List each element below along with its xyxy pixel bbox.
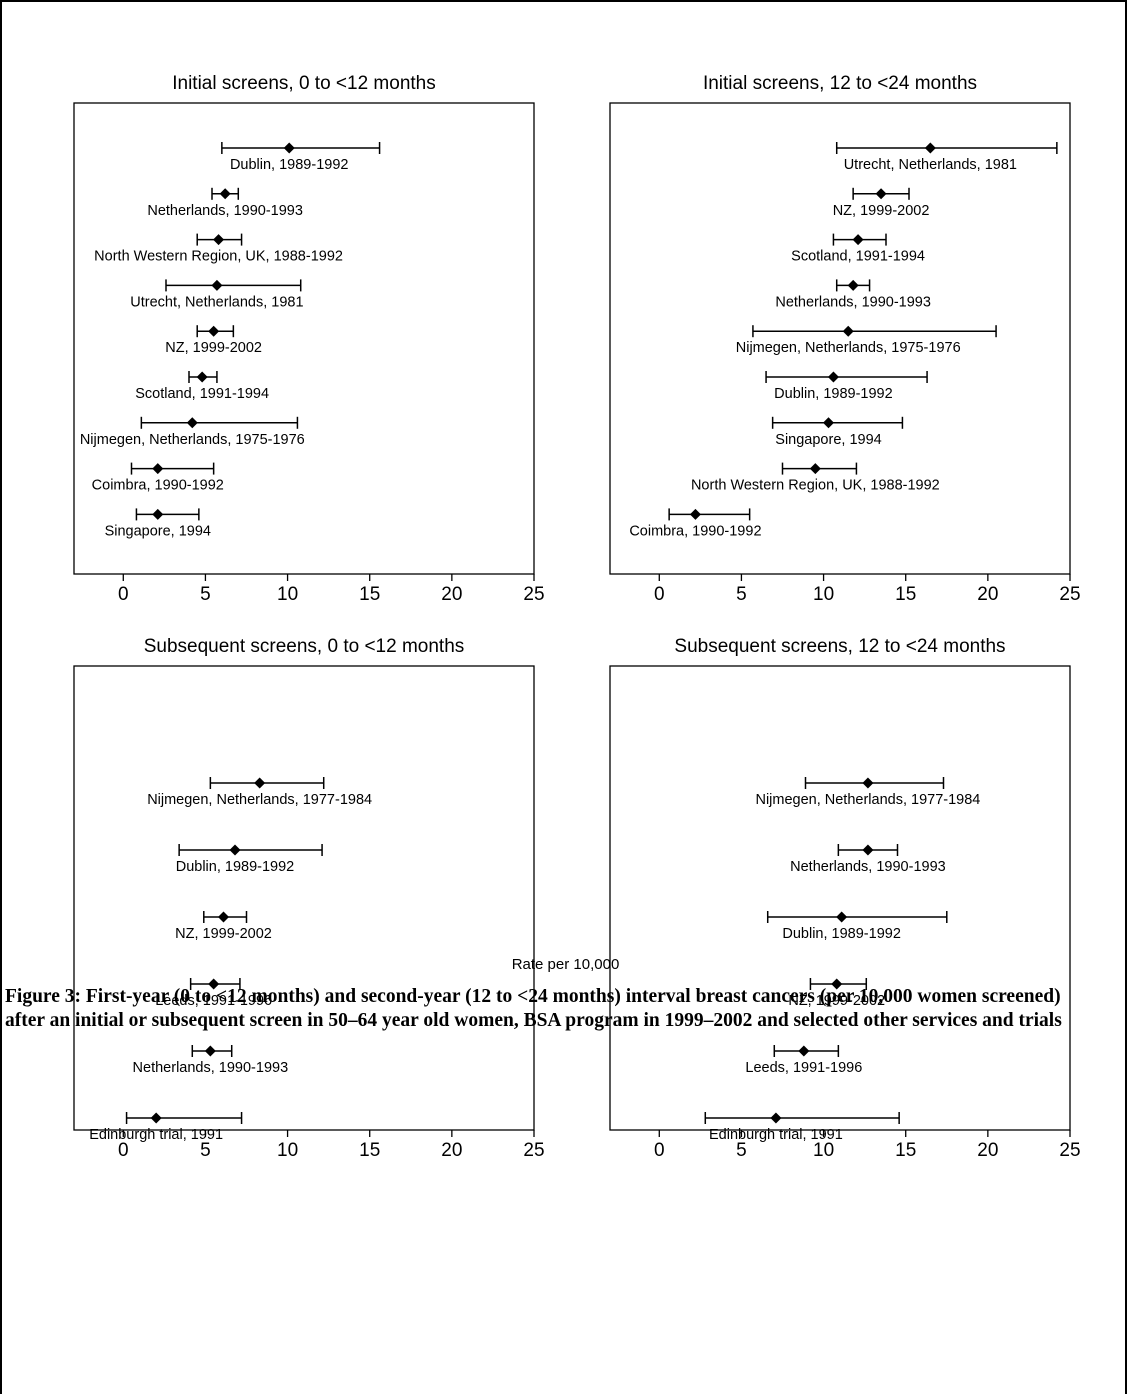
x-tick-label: 25 bbox=[1059, 584, 1080, 605]
point-estimate-marker bbox=[229, 844, 241, 856]
point-label: Nijmegen, Netherlands, 1977-1984 bbox=[755, 792, 980, 808]
point-label: Coimbra, 1990-1992 bbox=[629, 523, 761, 539]
x-axis-label: Rate per 10,000 bbox=[511, 956, 620, 973]
x-tick-label: 10 bbox=[277, 1140, 298, 1161]
point-label: Singapore, 1994 bbox=[775, 432, 881, 448]
point-estimate-marker bbox=[213, 234, 225, 246]
point-estimate-marker bbox=[875, 188, 887, 200]
figure-caption: Figure 3: First-year (0 to <12 months) a… bbox=[5, 986, 1062, 1031]
point-label: Utrecht, Netherlands, 1981 bbox=[844, 157, 1017, 173]
x-tick-label: 20 bbox=[441, 584, 462, 605]
point-estimate-marker bbox=[196, 371, 208, 383]
point-estimate-marker bbox=[218, 911, 229, 923]
x-tick-label: 5 bbox=[200, 584, 211, 605]
x-tick-label: 5 bbox=[200, 1140, 211, 1161]
point-estimate-marker bbox=[689, 508, 701, 520]
x-tick-label: 15 bbox=[359, 1140, 380, 1161]
point-estimate-marker bbox=[836, 911, 848, 923]
point-label: Scotland, 1991-1994 bbox=[791, 249, 925, 265]
point-label: Netherlands, 1990-1993 bbox=[133, 1060, 289, 1076]
point-estimate-marker bbox=[254, 777, 266, 789]
x-tick-label: 5 bbox=[736, 584, 747, 605]
point-label: Utrecht, Netherlands, 1981 bbox=[130, 294, 303, 310]
point-label: NZ, 1999-2002 bbox=[175, 926, 272, 942]
point-estimate-marker bbox=[847, 279, 859, 291]
panel-frame bbox=[609, 665, 1071, 1131]
panel-title: Subsequent screens, 12 to <24 months bbox=[674, 636, 1005, 657]
point-label: Dublin, 1989-1992 bbox=[176, 859, 295, 875]
point-label: NZ, 1999-2002 bbox=[788, 993, 885, 1009]
point-estimate-marker bbox=[852, 234, 864, 246]
point-label: North Western Region, UK, 1988-1992 bbox=[94, 249, 343, 265]
point-estimate-marker bbox=[770, 1112, 782, 1124]
point-label: Nijmegen, Netherlands, 1975-1976 bbox=[80, 432, 305, 448]
panel-title: Initial screens, 0 to <12 months bbox=[172, 73, 436, 94]
point-estimate-marker bbox=[831, 978, 843, 990]
point-label: NZ, 1999-2002 bbox=[165, 340, 262, 356]
panel-frame bbox=[73, 102, 535, 575]
point-label: Edinburgh trial, 1991 bbox=[709, 1127, 843, 1143]
point-label: Singapore, 1994 bbox=[105, 523, 211, 539]
point-estimate-marker bbox=[823, 417, 834, 429]
x-tick-label: 0 bbox=[654, 584, 665, 605]
point-label: NZ, 1999-2002 bbox=[833, 203, 930, 219]
x-tick-label: 5 bbox=[736, 1140, 747, 1161]
x-tick-label: 20 bbox=[977, 584, 998, 605]
point-label: Dublin, 1989-1992 bbox=[230, 157, 349, 173]
x-tick-label: 20 bbox=[441, 1140, 462, 1161]
x-tick-label: 15 bbox=[359, 584, 380, 605]
x-tick-label: 10 bbox=[813, 1140, 834, 1161]
point-estimate-marker bbox=[150, 1112, 162, 1124]
point-label: Netherlands, 1990-1993 bbox=[147, 203, 303, 219]
point-label: Nijmegen, Netherlands, 1977-1984 bbox=[147, 792, 372, 808]
point-estimate-marker bbox=[924, 142, 936, 154]
point-estimate-marker bbox=[152, 508, 164, 520]
x-tick-label: 20 bbox=[977, 1140, 998, 1161]
panel-frame bbox=[73, 665, 535, 1131]
point-estimate-marker bbox=[204, 1045, 216, 1057]
x-tick-label: 10 bbox=[277, 584, 298, 605]
point-estimate-marker bbox=[809, 463, 821, 475]
point-label: Leeds, 1991-1996 bbox=[745, 1060, 862, 1076]
point-label: Dublin, 1989-1992 bbox=[782, 926, 901, 942]
point-label: Coimbra, 1990-1992 bbox=[92, 478, 224, 494]
x-tick-label: 25 bbox=[523, 584, 544, 605]
x-tick-label: 15 bbox=[895, 584, 916, 605]
point-label: Leeds, 1991-1996 bbox=[155, 993, 272, 1009]
point-label: Netherlands, 1990-1993 bbox=[775, 294, 931, 310]
panel-title: Subsequent screens, 0 to <12 months bbox=[144, 636, 465, 657]
point-estimate-marker bbox=[211, 279, 223, 291]
point-estimate-marker bbox=[798, 1045, 810, 1057]
point-estimate-marker bbox=[152, 463, 164, 475]
point-label: Edinburgh trial, 1991 bbox=[89, 1127, 223, 1143]
panel-frame bbox=[609, 102, 1071, 575]
point-label: Netherlands, 1990-1993 bbox=[790, 859, 946, 875]
point-estimate-marker bbox=[219, 188, 231, 200]
point-estimate-marker bbox=[208, 978, 220, 990]
point-estimate-marker bbox=[862, 844, 874, 856]
point-estimate-marker bbox=[827, 371, 839, 383]
point-label: Scotland, 1991-1994 bbox=[135, 386, 269, 402]
x-tick-label: 15 bbox=[895, 1140, 916, 1161]
x-tick-label: 0 bbox=[118, 584, 129, 605]
point-estimate-marker bbox=[186, 417, 198, 429]
x-tick-label: 0 bbox=[654, 1140, 665, 1161]
point-estimate-marker bbox=[283, 142, 295, 154]
x-tick-label: 25 bbox=[1059, 1140, 1080, 1161]
x-tick-label: 0 bbox=[118, 1140, 129, 1161]
forest-plots: Initial screens, 0 to <12 months 0 5 10 15 20… bbox=[73, 73, 1081, 1161]
point-estimate-marker bbox=[842, 325, 854, 337]
point-label: Nijmegen, Netherlands, 1975-1976 bbox=[736, 340, 961, 356]
x-tick-label: 25 bbox=[523, 1140, 544, 1161]
x-tick-label: 10 bbox=[813, 584, 834, 605]
point-estimate-marker bbox=[862, 777, 874, 789]
point-estimate-marker bbox=[208, 325, 220, 337]
panel-title: Initial screens, 12 to <24 months bbox=[703, 73, 977, 94]
point-label: North Western Region, UK, 1988-1992 bbox=[691, 478, 940, 494]
point-label: Dublin, 1989-1992 bbox=[774, 386, 893, 402]
